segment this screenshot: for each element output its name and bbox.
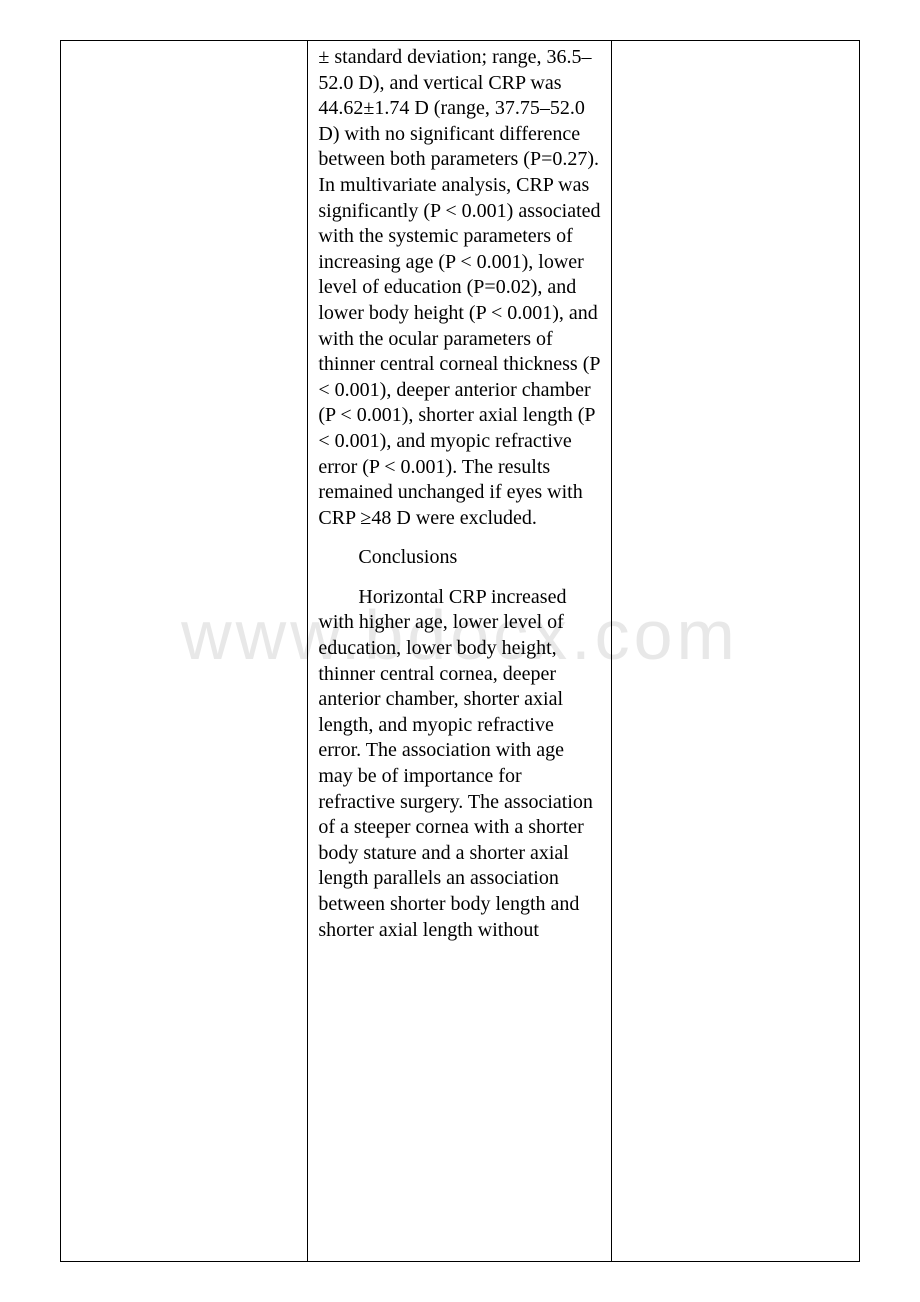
column-3-empty bbox=[612, 41, 859, 1261]
results-continued-text: ± standard deviation; range, 36.5–52.0 D… bbox=[318, 45, 600, 531]
conclusions-body: Horizontal CRP increased with higher age… bbox=[318, 585, 600, 943]
column-1-empty bbox=[61, 41, 308, 1261]
document-table: ± standard deviation; range, 36.5–52.0 D… bbox=[60, 40, 860, 1262]
conclusions-heading: Conclusions bbox=[318, 545, 600, 571]
column-2-content: ± standard deviation; range, 36.5–52.0 D… bbox=[308, 41, 611, 1261]
